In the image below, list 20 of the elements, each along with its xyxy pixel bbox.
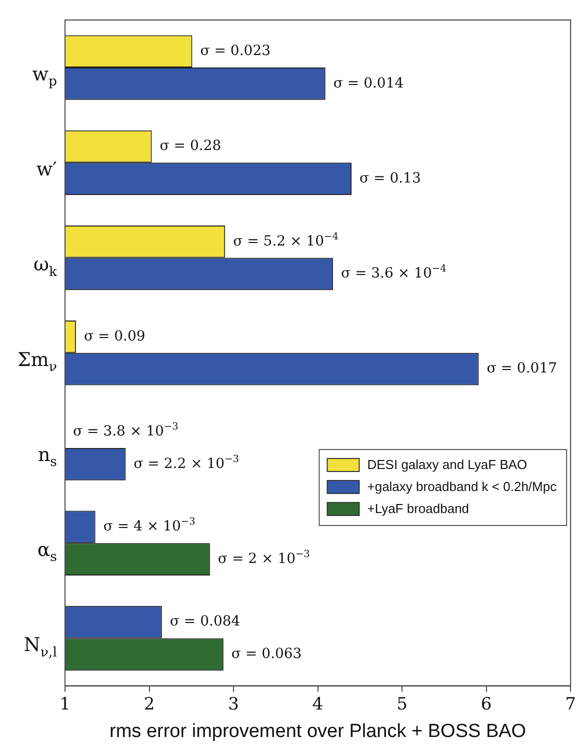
x-tick-label: 2 xyxy=(144,694,155,714)
annotation: σ = 0.13 xyxy=(360,170,421,186)
annotation: σ = 0.063 xyxy=(231,646,302,662)
x-tick-label: 7 xyxy=(565,694,576,714)
x-tick-label: 6 xyxy=(480,694,492,714)
y-tick-label: w′ xyxy=(36,158,57,181)
legend-label: DESI galaxy and LyaF BAO xyxy=(367,457,528,472)
x-axis-title: rms error improvement over Planck + BOSS BAO xyxy=(110,720,526,742)
annotation: σ = 0.28 xyxy=(160,138,222,154)
x-tick-label: 5 xyxy=(396,694,408,714)
x-tick-label: 1 xyxy=(60,694,70,714)
x-tick-label: 4 xyxy=(312,694,324,714)
legend-label: +galaxy broadband k < 0.2h/Mpc xyxy=(367,479,558,494)
x-tick-label: 3 xyxy=(228,694,239,714)
legend-label: +LyaF broadband xyxy=(367,501,470,516)
annotation: σ = 0.017 xyxy=(486,360,558,377)
annotation: σ = 0.014 xyxy=(333,75,404,92)
annotation: σ = 0.023 xyxy=(200,43,271,60)
annotation: σ = 0.084 xyxy=(170,614,240,630)
annotation: σ = 0.09 xyxy=(84,328,146,344)
